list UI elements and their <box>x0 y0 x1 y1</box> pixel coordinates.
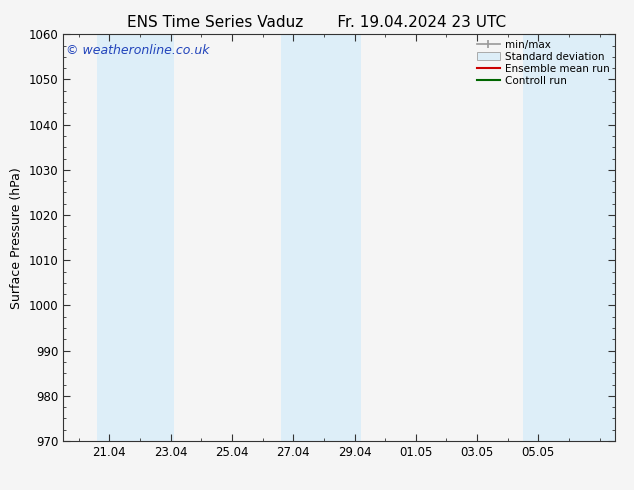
Legend: min/max, Standard deviation, Ensemble mean run, Controll run: min/max, Standard deviation, Ensemble me… <box>475 37 612 88</box>
Bar <box>140 34 174 441</box>
Bar <box>97 34 140 441</box>
Bar <box>309 34 361 441</box>
Y-axis label: Surface Pressure (hPa): Surface Pressure (hPa) <box>10 167 23 309</box>
Bar <box>281 34 309 441</box>
Text: © weatheronline.co.uk: © weatheronline.co.uk <box>66 45 210 57</box>
Bar <box>569 34 615 441</box>
Bar <box>523 34 569 441</box>
Text: ENS Time Series Vaduz       Fr. 19.04.2024 23 UTC: ENS Time Series Vaduz Fr. 19.04.2024 23 … <box>127 15 507 30</box>
